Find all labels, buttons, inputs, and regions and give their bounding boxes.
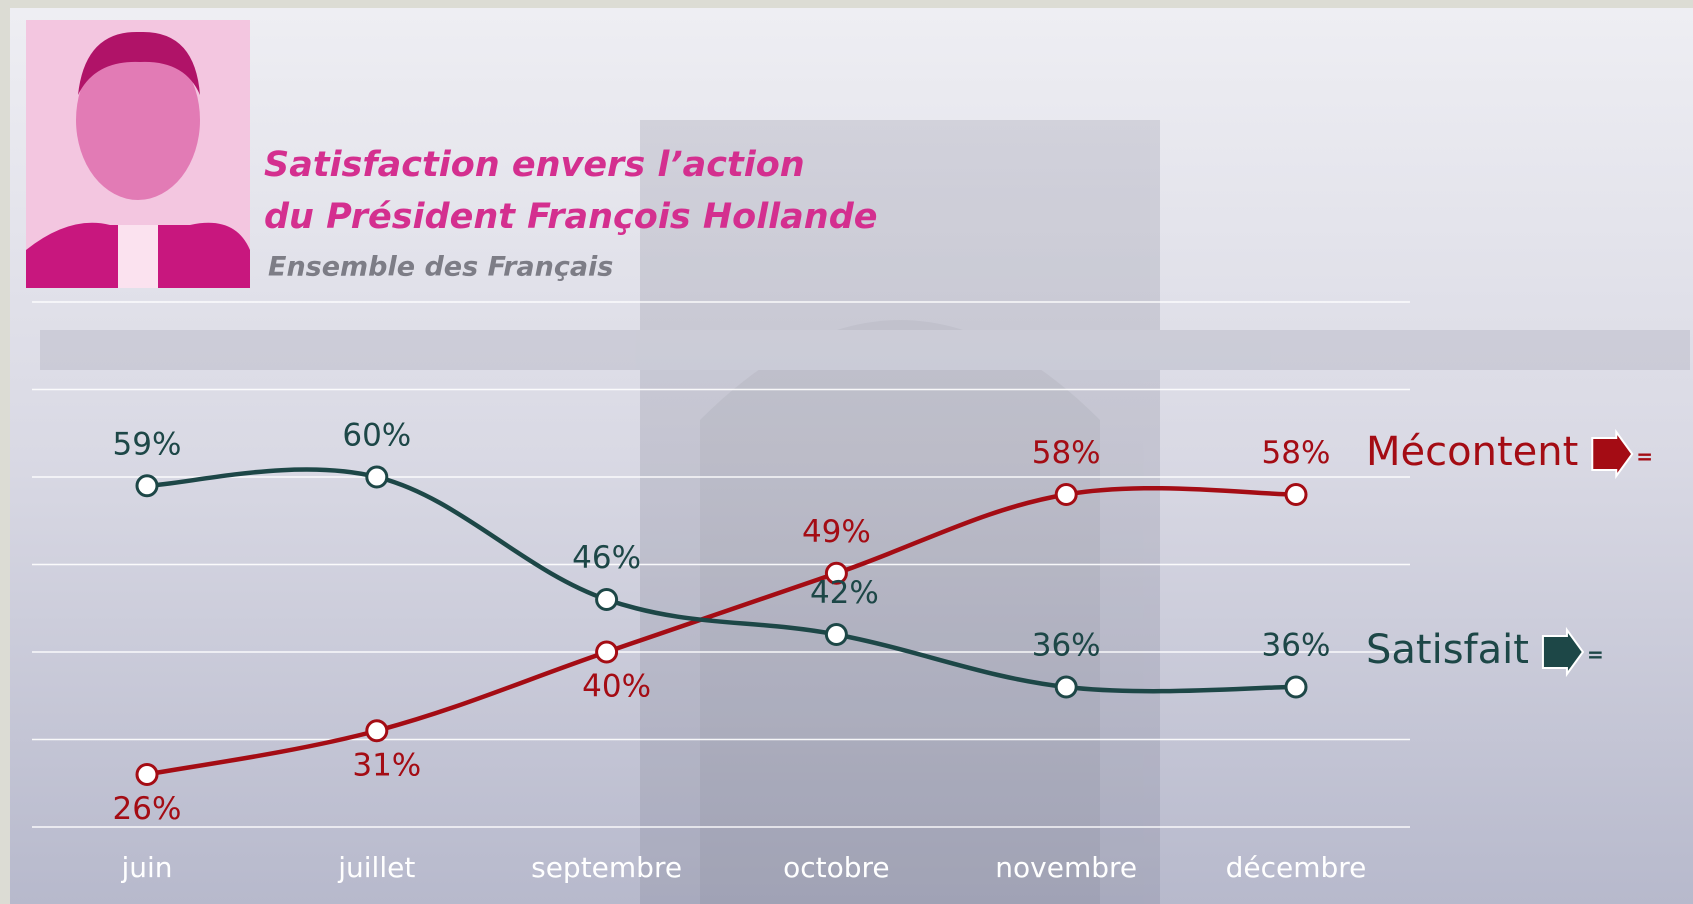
data-label: 49% [802,514,871,550]
data-point [1056,677,1076,697]
data-label: 31% [352,747,421,783]
data-point [597,642,617,662]
data-label: 36% [1032,628,1101,664]
legend-label: Mécontent [1366,429,1578,475]
chart-title: du Président François Hollande [264,197,878,237]
x-tick-label: décembre [1226,851,1367,884]
x-tick-label: octobre [783,851,890,884]
data-label: 40% [582,669,651,705]
x-tick-label: septembre [531,851,682,884]
data-point [137,765,157,785]
data-point [1056,485,1076,505]
data-point [1286,485,1306,505]
x-tick-label: novembre [995,851,1137,884]
data-label: 58% [1032,435,1101,471]
data-point [137,476,157,496]
data-point [597,590,617,610]
data-label: 46% [572,540,641,576]
portrait [26,20,250,288]
data-point [367,467,387,487]
data-label: 58% [1262,435,1331,471]
data-label: 59% [113,426,182,462]
data-point [826,625,846,645]
data-label: 60% [342,418,411,454]
trend-label: = [1636,445,1653,469]
data-point [367,721,387,741]
x-tick-label: juillet [337,851,415,884]
data-point [1286,677,1306,697]
chart-title: Satisfaction envers l’action [264,145,805,185]
trend-label: = [1587,643,1604,667]
chart: Satisfaction envers l’action du Présiden… [0,0,1693,904]
data-label: 26% [113,791,182,827]
x-tick-label: juin [120,851,172,884]
chart-subtitle: Ensemble des Français [268,252,613,283]
legend-label: Satisfait [1366,627,1529,673]
data-label: 42% [810,575,879,611]
data-label: 36% [1262,628,1331,664]
